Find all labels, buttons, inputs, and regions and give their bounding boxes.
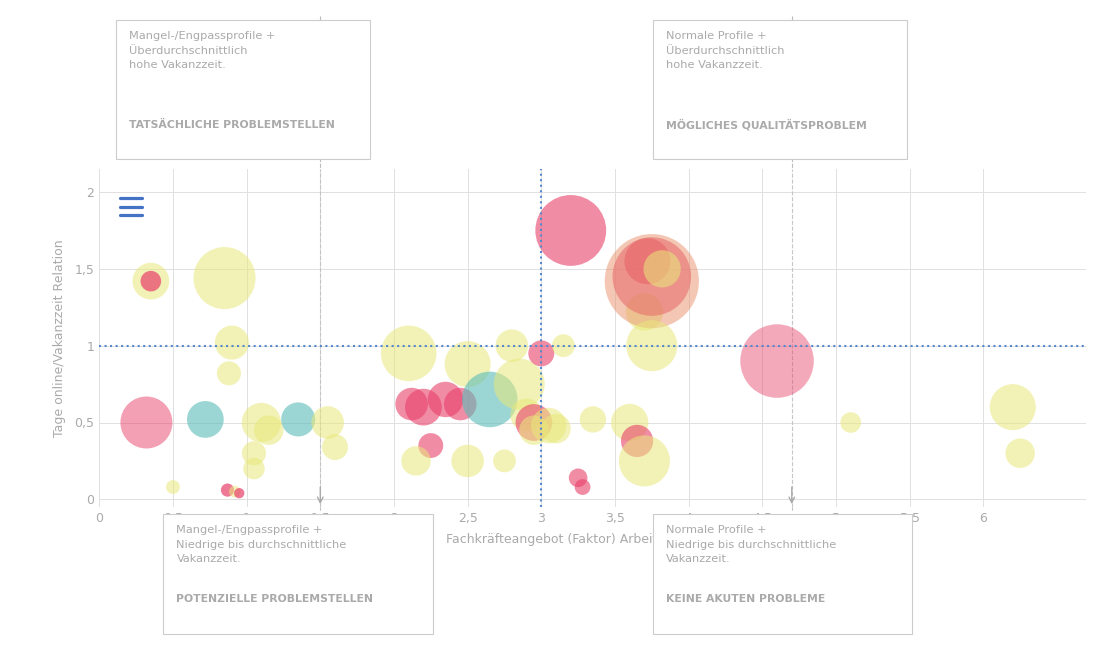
- Point: [639, 256, 656, 266]
- Text: Mangel-/Engpassprofile +
Niedrige bis durchschnittliche
Vakanzzeit.: Mangel-/Engpassprofile + Niedrige bis du…: [176, 525, 346, 564]
- Point: [569, 473, 587, 483]
- Point: [459, 456, 476, 466]
- Point: [226, 486, 244, 497]
- Point: [221, 368, 238, 378]
- Point: [245, 448, 263, 458]
- Point: [635, 307, 653, 317]
- Point: [481, 395, 499, 405]
- Point: [245, 463, 263, 474]
- Point: [164, 482, 182, 492]
- Point: [547, 423, 565, 434]
- Point: [555, 341, 572, 351]
- Point: [253, 417, 270, 428]
- Text: Mangel-/Engpassprofile +
Überdurchschnittlich
hohe Vakanzzeit.: Mangel-/Engpassprofile + Überdurchschnit…: [129, 31, 276, 70]
- Point: [422, 440, 440, 450]
- Point: [319, 417, 336, 428]
- Point: [539, 421, 557, 431]
- Text: POTENZIELLE PROBLEMSTELLEN: POTENZIELLE PROBLEMSTELLEN: [176, 595, 374, 604]
- Point: [643, 271, 661, 281]
- Text: Normale Profile +
Niedrige bis durchschnittliche
Vakanzzeit.: Normale Profile + Niedrige bis durchschn…: [666, 525, 836, 564]
- Text: MÖGLICHES QUALITÄTSPROBLEM: MÖGLICHES QUALITÄTSPROBLEM: [666, 118, 867, 130]
- Point: [223, 337, 240, 348]
- Point: [1011, 448, 1029, 458]
- Point: [653, 264, 671, 274]
- Point: [511, 379, 528, 389]
- Point: [260, 425, 278, 436]
- Point: [1004, 402, 1021, 412]
- Point: [218, 485, 236, 495]
- Point: [525, 425, 543, 436]
- Y-axis label: Tage online/Vakanzzeit Relation: Tage online/Vakanzzeit Relation: [53, 239, 66, 437]
- Point: [768, 356, 785, 366]
- Point: [643, 341, 661, 351]
- Point: [289, 414, 307, 424]
- Point: [495, 456, 513, 466]
- Point: [621, 417, 639, 428]
- Point: [503, 341, 521, 351]
- Point: [142, 276, 160, 287]
- Point: [216, 273, 234, 283]
- Text: TATSÄCHLICHE PROBLEMSTELLEN: TATSÄCHLICHE PROBLEMSTELLEN: [129, 120, 335, 130]
- Point: [415, 402, 432, 412]
- Point: [403, 399, 420, 410]
- Point: [196, 414, 214, 424]
- Point: [842, 417, 859, 428]
- Point: [142, 276, 160, 287]
- Point: [407, 456, 425, 466]
- Point: [400, 348, 418, 359]
- X-axis label: Fachkräfteangebot (Faktor) Arbeitsmarktregion: Fachkräfteangebot (Faktor) Arbeitsmarktr…: [446, 533, 740, 546]
- Point: [525, 417, 543, 428]
- Point: [459, 359, 476, 369]
- Point: [629, 436, 646, 446]
- Point: [138, 417, 156, 428]
- Point: [437, 395, 454, 405]
- Point: [231, 488, 248, 499]
- Point: [643, 276, 661, 287]
- Point: [585, 414, 602, 424]
- Text: Normale Profile +
Überdurchschnittlich
hohe Vakanzzeit.: Normale Profile + Überdurchschnittlich h…: [666, 31, 784, 70]
- Text: KEINE AKUTEN PROBLEME: KEINE AKUTEN PROBLEME: [666, 595, 825, 604]
- Point: [561, 226, 579, 236]
- Point: [326, 442, 344, 452]
- Point: [517, 410, 535, 420]
- Point: [533, 348, 550, 359]
- Point: [635, 456, 653, 466]
- Point: [574, 482, 591, 492]
- Point: [451, 399, 469, 410]
